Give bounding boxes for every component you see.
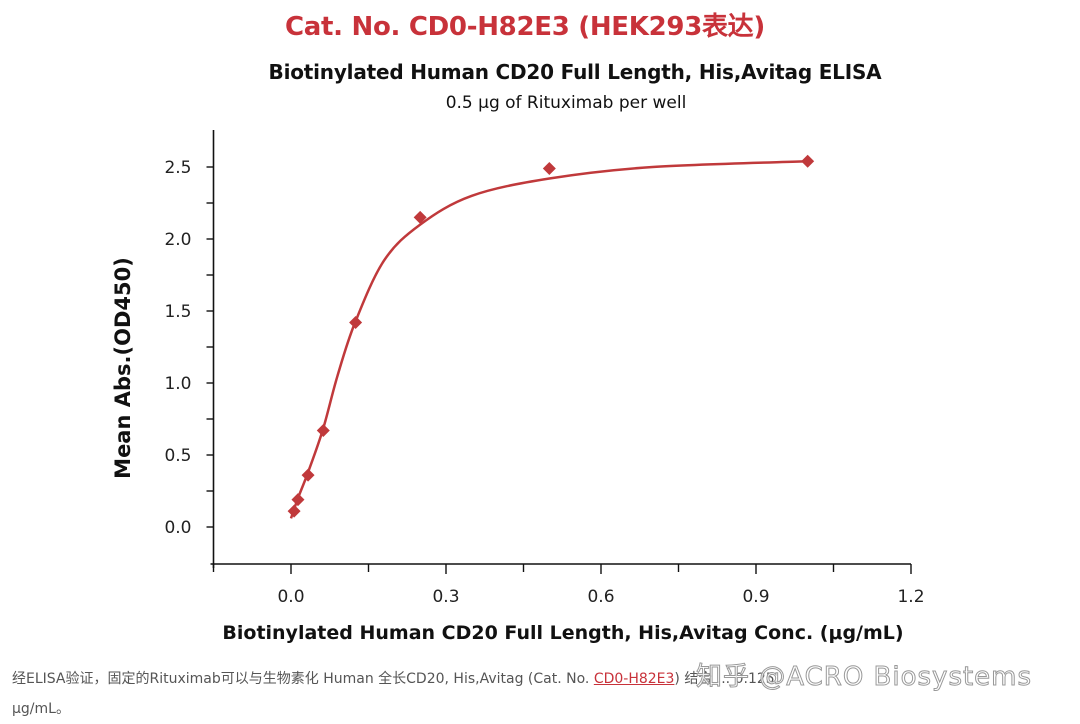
y-tick-label: 1.5 bbox=[164, 302, 191, 322]
data-point-diamond bbox=[801, 154, 815, 168]
y-axis-label: Mean Abs.(OD450) bbox=[111, 257, 135, 479]
x-tick-label: 0.6 bbox=[587, 587, 614, 607]
data-point-diamond bbox=[349, 316, 363, 330]
y-tick-label: 1.0 bbox=[164, 374, 191, 394]
data-point-diamond bbox=[542, 161, 556, 175]
data-point-diamond bbox=[316, 424, 330, 438]
chart-subtitle: 0.5 μg of Rituximab per well bbox=[445, 93, 687, 113]
data-point-diamond bbox=[413, 210, 427, 224]
caption: 经ELISA验证，固定的Rituximab可以与生物素化 Human 全长CD2… bbox=[12, 664, 1072, 724]
data-point-diamond bbox=[301, 468, 315, 482]
caption-text-after: ) 结合 ... 0.125 bbox=[674, 671, 775, 687]
y-tick-label: 2.0 bbox=[164, 230, 191, 250]
x-tick-label: 0.9 bbox=[742, 587, 769, 607]
catalog-link[interactable]: CD0-H82E3 bbox=[593, 671, 675, 687]
watermark: 知乎 @ACRO Biosystems bbox=[695, 662, 1033, 693]
fitted-curve bbox=[289, 159, 808, 519]
y-tick-label: 0.5 bbox=[164, 446, 191, 466]
caption-line2: μg/mL。 bbox=[12, 701, 70, 717]
chart-title: Biotinylated Human CD20 Full Length, His… bbox=[268, 60, 882, 84]
y-tick-label: 2.5 bbox=[164, 158, 191, 178]
elisa-chart: 0.0 0.5 1.0 1.5 2.0 2.5 0.0 0.3 0.6 0.9 1.2 Mean A… bbox=[111, 130, 925, 644]
data-points bbox=[287, 154, 815, 518]
data-point-diamond bbox=[287, 504, 301, 518]
y-tick-label: 0.0 bbox=[164, 518, 191, 538]
data-point-diamond bbox=[291, 493, 305, 507]
catalog-title: Cat. No. CD0-H82E3 (HEK293表达) bbox=[285, 12, 765, 42]
x-axis-label: Biotinylated Human CD20 Full Length, His… bbox=[222, 622, 903, 644]
chart-axes: 0.0 0.5 1.0 1.5 2.0 2.5 0.0 0.3 0.6 0.9 1.2 bbox=[164, 130, 925, 607]
x-tick-label: 1.2 bbox=[897, 587, 924, 607]
x-tick-label: 0.0 bbox=[277, 587, 304, 607]
x-tick-label: 0.3 bbox=[432, 587, 459, 607]
caption-text: 经ELISA验证，固定的Rituximab可以与生物素化 Human 全长CD2… bbox=[12, 671, 594, 687]
